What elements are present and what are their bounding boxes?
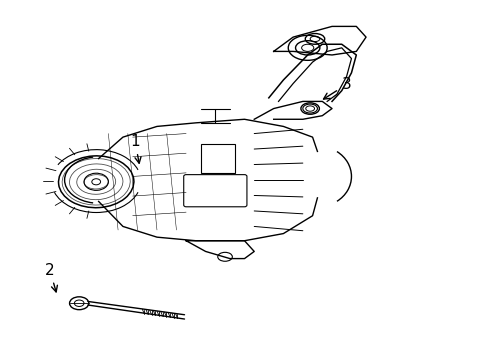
Text: 2: 2 [45,263,57,292]
Text: 1: 1 [130,134,141,163]
Bar [201,144,234,173]
Text: 3: 3 [323,77,351,99]
